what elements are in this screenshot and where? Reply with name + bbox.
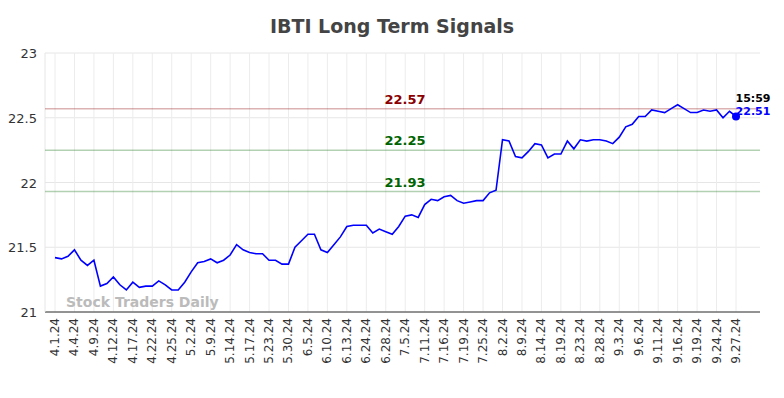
x-tick-label: 4.1.24 [48,318,62,356]
x-tick-label: 7.11.24 [418,318,432,364]
grid-line-x [269,53,270,312]
grid-line-x [658,53,659,312]
time-label: 15:59 [735,92,770,105]
x-tick-label: 8.28.24 [593,318,607,364]
grid-line [45,312,760,313]
x-tick-label: 6.5.24 [301,318,315,356]
grid-line-x [502,53,503,312]
x-tick-label: 9.6.24 [632,318,646,356]
grid-line-x [599,53,600,312]
x-tick-label: 6.24.24 [359,318,373,364]
grid-line-x [560,53,561,312]
grid-line-x [346,53,347,312]
x-tick-label: 5.9.24 [204,318,218,356]
x-tick-label: 7.16.24 [437,318,451,364]
x-tick-label: 9.3.24 [612,318,626,356]
x-tick-label: 9.16.24 [671,318,685,364]
signal-label: 21.93 [384,175,425,190]
grid-line-x [521,53,522,312]
x-tick-label: 9.19.24 [690,318,704,364]
x-tick-label: 6.10.24 [320,318,334,364]
grid-line-x [74,53,75,312]
signal-line [45,191,760,193]
x-tick-label: 4.9.24 [87,318,101,356]
x-tick-label: 5.14.24 [223,318,237,364]
x-tick-label: 8.23.24 [573,318,587,364]
grid-line-x [307,53,308,312]
grid-line-x [463,53,464,312]
grid-line-x [249,53,250,312]
x-tick-label: 4.22.24 [145,318,159,364]
y-tick-label: 21.5 [8,240,37,255]
signal-line [45,149,760,151]
grid-line-x [327,53,328,312]
grid-line-x [677,53,678,312]
x-tick-label: 9.24.24 [710,318,724,364]
last-value-label: 22.51 [736,105,771,118]
grid-line-x [619,53,620,312]
x-tick-label: 5.30.24 [281,318,295,364]
x-tick-label: 5.23.24 [262,318,276,364]
y-tick-label: 22.5 [8,111,37,126]
x-axis [45,312,760,313]
grid-line-x [638,53,639,312]
y-tick-label: 23 [20,46,37,61]
x-tick-label: 8.19.24 [554,318,568,364]
chart: 21 21.5 22 22.5 23 4.1.24 4.4.24 4.9.24 4.12.24 4… [0,0,784,398]
x-tick-label: 6.28.24 [379,318,393,364]
y-axis [45,53,46,312]
grid-line-x [171,53,172,312]
signal-line [45,108,760,110]
grid-line-x [152,53,153,312]
price-line [55,105,736,290]
x-tick-label: 4.25.24 [165,318,179,364]
grid-line-x [93,53,94,312]
x-tick-label: 7.19.24 [457,318,471,364]
grid-line-x [132,53,133,312]
x-tick-label: 8.2.24 [496,318,510,356]
grid-line-x [444,53,445,312]
x-tick-label: 6.13.24 [340,318,354,364]
signal-label: 22.57 [384,92,425,107]
x-tick-label: 4.4.24 [67,318,81,356]
grid-line-x [541,53,542,312]
x-tick-label: 8.14.24 [534,318,548,364]
x-tick-label: 5.17.24 [243,318,257,364]
grid-line-x [697,53,698,312]
y-tick-label: 21 [20,305,37,320]
title: IBTI Long Term Signals [270,15,514,37]
x-tick-label: 9.27.24 [729,318,743,364]
grid-line-x [483,53,484,312]
x-tick-label: 7.5.24 [398,318,412,356]
watermark: Stock Traders Daily [66,294,219,310]
x-tick-label: 5.2.24 [184,318,198,356]
grid-line-x [55,53,56,312]
x-tick-label: 9.11.24 [651,318,665,364]
x-tick-label: 8.9.24 [515,318,529,356]
grid-line-x [288,53,289,312]
background [0,0,784,398]
plot-area [45,105,760,290]
grid-line-x [230,53,231,312]
signal-label: 22.25 [384,133,425,148]
x-tick-label: 7.25.24 [476,318,490,364]
grid-line-x [580,53,581,312]
grid-line-x [366,53,367,312]
grid-line-x [113,53,114,312]
grid-line-x [210,53,211,312]
grid-line-x [716,53,717,312]
y-tick-label: 22 [20,176,37,191]
x-tick-label: 4.17.24 [126,318,140,364]
x-tick-label: 4.12.24 [106,318,120,364]
